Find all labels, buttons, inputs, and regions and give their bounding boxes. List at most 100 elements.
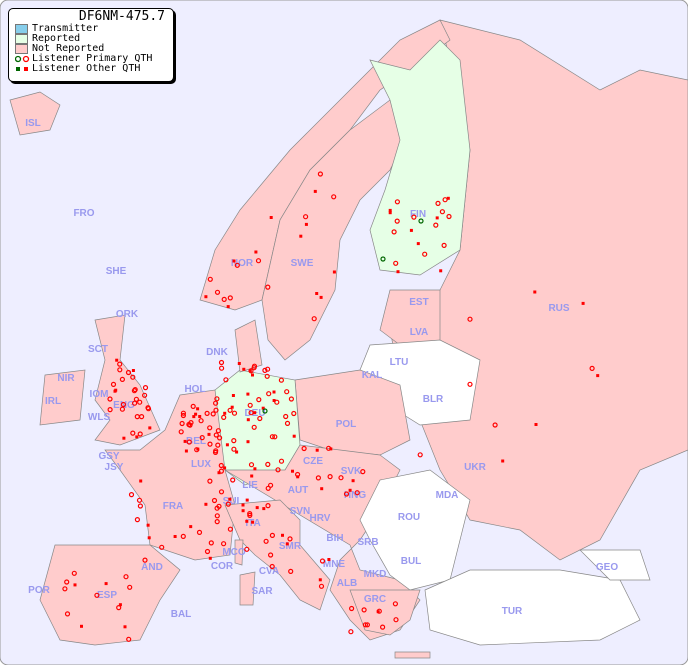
listener-other-marker[interactable]	[348, 488, 352, 492]
listener-primary-marker[interactable]	[589, 365, 595, 371]
listener-other-marker[interactable]	[223, 466, 227, 470]
listener-primary-marker[interactable]	[214, 513, 220, 519]
listener-other-marker[interactable]	[416, 242, 420, 246]
listener-primary-marker[interactable]	[446, 213, 452, 220]
listener-primary-marker[interactable]	[315, 475, 321, 481]
listener-other-marker[interactable]	[173, 535, 177, 538]
listener-primary-marker[interactable]	[130, 430, 136, 436]
listener-primary-marker[interactable]	[467, 381, 473, 387]
listener-primary-marker[interactable]	[331, 194, 337, 200]
listener-primary-marker[interactable]	[225, 501, 231, 507]
listener-other-marker[interactable]	[534, 423, 538, 426]
country-finland[interactable]	[369, 39, 471, 276]
listener-other-marker[interactable]	[196, 447, 200, 451]
listener-other-marker[interactable]	[118, 603, 122, 607]
listener-primary-marker[interactable]	[180, 410, 186, 416]
listener-other-marker[interactable]	[80, 624, 83, 628]
listener-other-marker[interactable]	[304, 222, 308, 226]
listener-other-marker[interactable]	[327, 558, 331, 561]
listener-primary-marker[interactable]	[269, 532, 275, 539]
listener-primary-marker[interactable]	[360, 469, 366, 475]
listener-other-marker[interactable]	[315, 448, 319, 452]
listener-primary-marker[interactable]	[117, 361, 123, 367]
listener-primary-marker[interactable]	[265, 366, 271, 372]
listener-primary-marker[interactable]	[221, 414, 227, 420]
country-ireland[interactable]	[39, 369, 86, 426]
listener-primary-marker[interactable]	[207, 441, 213, 447]
listener-primary-marker[interactable]	[218, 462, 224, 469]
listener-other-marker[interactable]	[184, 449, 188, 453]
listener-other-marker[interactable]	[192, 415, 196, 419]
listener-primary-marker[interactable]	[180, 412, 186, 419]
listener-other-marker[interactable]	[261, 406, 265, 410]
listener-primary-marker[interactable]	[247, 402, 253, 408]
listener-other-marker[interactable]	[332, 270, 336, 274]
listener-primary-marker[interactable]	[394, 199, 400, 205]
listener-other-marker[interactable]	[376, 610, 380, 614]
listener-primary-marker[interactable]	[159, 544, 165, 550]
listener-primary-marker[interactable]	[422, 251, 428, 257]
listener-primary-marker[interactable]	[393, 617, 399, 623]
listener-primary-marker[interactable]	[467, 316, 473, 322]
listener-primary-marker[interactable]	[216, 503, 222, 509]
listener-primary-marker[interactable]	[227, 295, 233, 301]
listener-other-marker[interactable]	[272, 390, 276, 394]
listener-other-marker[interactable]	[281, 533, 284, 537]
listener-primary-marker[interactable]	[214, 518, 220, 525]
listener-other-marker[interactable]	[235, 450, 239, 454]
listener-primary-marker[interactable]	[327, 474, 333, 480]
listener-primary-marker[interactable]	[278, 377, 284, 383]
listener-other-marker[interactable]	[196, 407, 200, 411]
listener-other-marker[interactable]	[272, 399, 276, 402]
country-iceland[interactable]	[9, 91, 61, 136]
listener-primary-marker[interactable]	[338, 475, 344, 481]
listener-primary-marker[interactable]	[218, 359, 225, 366]
listener-primary-marker[interactable]	[326, 445, 332, 451]
listener-primary-marker[interactable]	[248, 410, 254, 416]
listener-primary-marker[interactable]	[62, 586, 68, 592]
listener-other-marker[interactable]	[241, 503, 245, 507]
listener-primary-marker[interactable]	[207, 425, 213, 431]
listener-primary-marker[interactable]	[219, 365, 225, 371]
listener-other-marker[interactable]	[409, 228, 413, 232]
listener-other-marker[interactable]	[439, 269, 443, 273]
listener-primary-marker[interactable]	[142, 392, 148, 398]
listener-other-marker[interactable]	[223, 411, 227, 415]
listener-primary-marker[interactable]	[244, 546, 250, 552]
country-turkey[interactable]	[424, 569, 641, 646]
listener-primary-marker[interactable]	[441, 242, 447, 248]
listener-primary-marker[interactable]	[132, 400, 138, 406]
country-denmark[interactable]	[234, 319, 263, 373]
listener-other-marker[interactable]	[318, 578, 322, 582]
listener-other-marker[interactable]	[217, 471, 221, 475]
listener-primary-marker[interactable]	[210, 411, 216, 417]
listener-other-marker[interactable]	[253, 411, 257, 415]
country-georgia[interactable]	[579, 549, 651, 581]
listener-primary-marker[interactable]	[127, 584, 133, 590]
listener-primary-marker[interactable]	[119, 406, 126, 412]
listener-primary-marker[interactable]	[186, 439, 192, 445]
listener-primary-marker[interactable]	[411, 214, 417, 220]
listener-primary-marker[interactable]	[266, 391, 272, 397]
listener-primary-marker[interactable]	[107, 407, 113, 413]
listener-primary-marker[interactable]	[274, 399, 280, 405]
listener-other-marker[interactable]	[139, 479, 143, 483]
listener-other-marker[interactable]	[296, 475, 300, 479]
listener-other-marker[interactable]	[194, 412, 198, 416]
listener-other-marker[interactable]	[388, 208, 392, 212]
listener-primary-marker[interactable]	[439, 209, 445, 215]
listener-primary-marker[interactable]	[120, 401, 127, 408]
listener-other-marker[interactable]	[269, 216, 273, 219]
listener-other-marker[interactable]	[581, 301, 585, 305]
listener-other-marker[interactable]	[245, 498, 249, 502]
listener-primary-marker[interactable]	[130, 374, 136, 380]
listener-primary-marker[interactable]	[123, 574, 129, 580]
listener-primary-marker[interactable]	[137, 399, 143, 405]
listener-other-marker[interactable]	[237, 362, 241, 365]
listener-primary-marker[interactable]	[213, 400, 219, 406]
listener-primary-marker[interactable]	[196, 529, 203, 536]
listener-primary-marker[interactable]	[207, 478, 213, 484]
country-russia[interactable]	[389, 19, 688, 561]
listener-primary-marker[interactable]	[223, 377, 229, 383]
listener-other-marker[interactable]	[299, 234, 303, 238]
